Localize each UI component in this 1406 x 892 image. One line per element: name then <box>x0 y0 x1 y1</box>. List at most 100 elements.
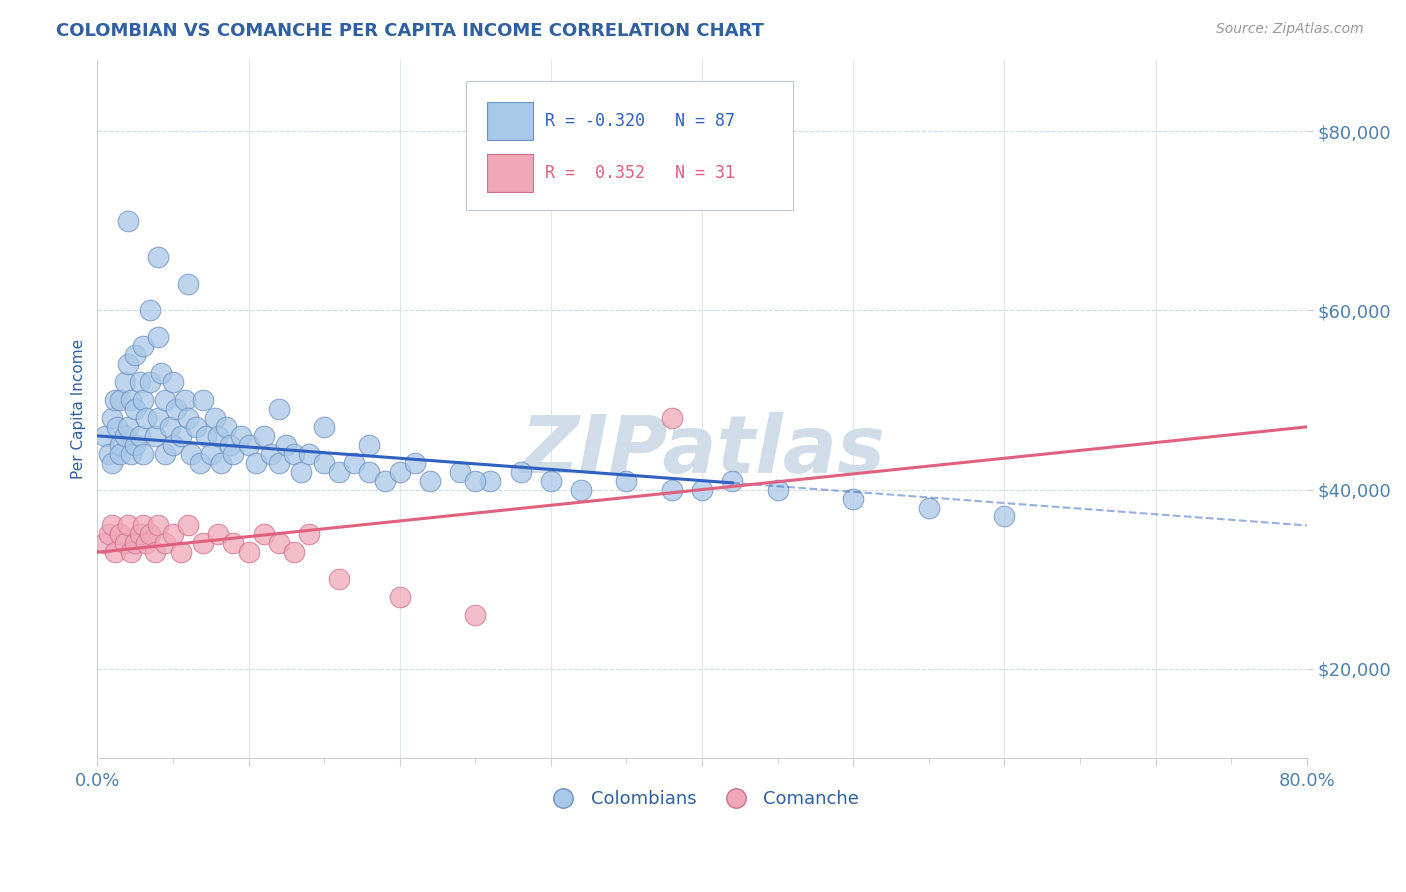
Point <box>180 447 202 461</box>
Point <box>101 456 124 470</box>
Point <box>283 545 305 559</box>
Point <box>540 474 562 488</box>
Point <box>108 447 131 461</box>
Point <box>842 491 865 506</box>
Point <box>184 420 207 434</box>
Point <box>283 447 305 461</box>
Point <box>131 518 153 533</box>
Point <box>207 429 229 443</box>
Point <box>162 438 184 452</box>
Point <box>117 420 139 434</box>
Point <box>993 509 1015 524</box>
Point <box>108 438 131 452</box>
Point <box>104 545 127 559</box>
Point <box>188 456 211 470</box>
Point <box>721 474 744 488</box>
Point <box>139 303 162 318</box>
Point <box>238 545 260 559</box>
Point <box>114 375 136 389</box>
Point <box>449 465 471 479</box>
Point <box>343 456 366 470</box>
Point <box>207 527 229 541</box>
Point <box>120 392 142 407</box>
FancyBboxPatch shape <box>467 80 793 210</box>
Point <box>464 474 486 488</box>
Point <box>314 456 336 470</box>
Point <box>98 527 121 541</box>
Point <box>174 392 197 407</box>
Point <box>128 527 150 541</box>
Y-axis label: Per Capita Income: Per Capita Income <box>72 339 86 479</box>
Point <box>314 420 336 434</box>
Point <box>159 420 181 434</box>
Point <box>388 465 411 479</box>
Point <box>200 447 222 461</box>
Point <box>143 545 166 559</box>
Point <box>169 545 191 559</box>
Point <box>404 456 426 470</box>
Point <box>94 429 117 443</box>
Point <box>98 447 121 461</box>
Point <box>146 330 169 344</box>
Point <box>359 438 381 452</box>
Point <box>165 401 187 416</box>
Point <box>766 483 789 497</box>
Point <box>149 366 172 380</box>
Point <box>509 465 531 479</box>
Bar <box>486 102 533 140</box>
Legend: Colombians, Comanche: Colombians, Comanche <box>538 783 866 815</box>
Point <box>253 527 276 541</box>
Point <box>388 590 411 604</box>
Point <box>419 474 441 488</box>
Point <box>114 429 136 443</box>
Point <box>124 438 146 452</box>
Point <box>267 536 290 550</box>
Point <box>146 250 169 264</box>
Point <box>101 411 124 425</box>
Point <box>117 357 139 371</box>
Point <box>155 447 177 461</box>
Point <box>359 465 381 479</box>
Text: COLOMBIAN VS COMANCHE PER CAPITA INCOME CORRELATION CHART: COLOMBIAN VS COMANCHE PER CAPITA INCOME … <box>56 22 763 40</box>
Point <box>193 392 215 407</box>
Point <box>219 438 242 452</box>
Point <box>661 483 683 497</box>
Point <box>139 375 162 389</box>
Point <box>169 429 191 443</box>
Point <box>661 411 683 425</box>
Point <box>374 474 396 488</box>
Point <box>298 527 321 541</box>
Point <box>94 536 117 550</box>
Text: R =  0.352   N = 31: R = 0.352 N = 31 <box>546 164 735 183</box>
Point <box>108 527 131 541</box>
Point <box>162 527 184 541</box>
Text: Source: ZipAtlas.com: Source: ZipAtlas.com <box>1216 22 1364 37</box>
Point <box>195 429 218 443</box>
Point <box>124 401 146 416</box>
Point <box>267 401 290 416</box>
Point <box>155 536 177 550</box>
Text: ZIPatlas: ZIPatlas <box>520 412 884 490</box>
Point <box>135 411 157 425</box>
Point <box>479 474 502 488</box>
Point <box>238 438 260 452</box>
Point <box>209 456 232 470</box>
Point <box>101 518 124 533</box>
Point <box>117 214 139 228</box>
Point <box>105 420 128 434</box>
Point <box>117 518 139 533</box>
Point <box>290 465 312 479</box>
Point <box>146 411 169 425</box>
Point <box>328 465 350 479</box>
Point <box>135 536 157 550</box>
Point <box>245 456 267 470</box>
Point <box>120 447 142 461</box>
Point <box>128 429 150 443</box>
Point <box>114 536 136 550</box>
Point <box>215 420 238 434</box>
Point <box>177 518 200 533</box>
Point <box>131 392 153 407</box>
Point <box>131 339 153 353</box>
Bar <box>486 154 533 193</box>
Point <box>139 527 162 541</box>
